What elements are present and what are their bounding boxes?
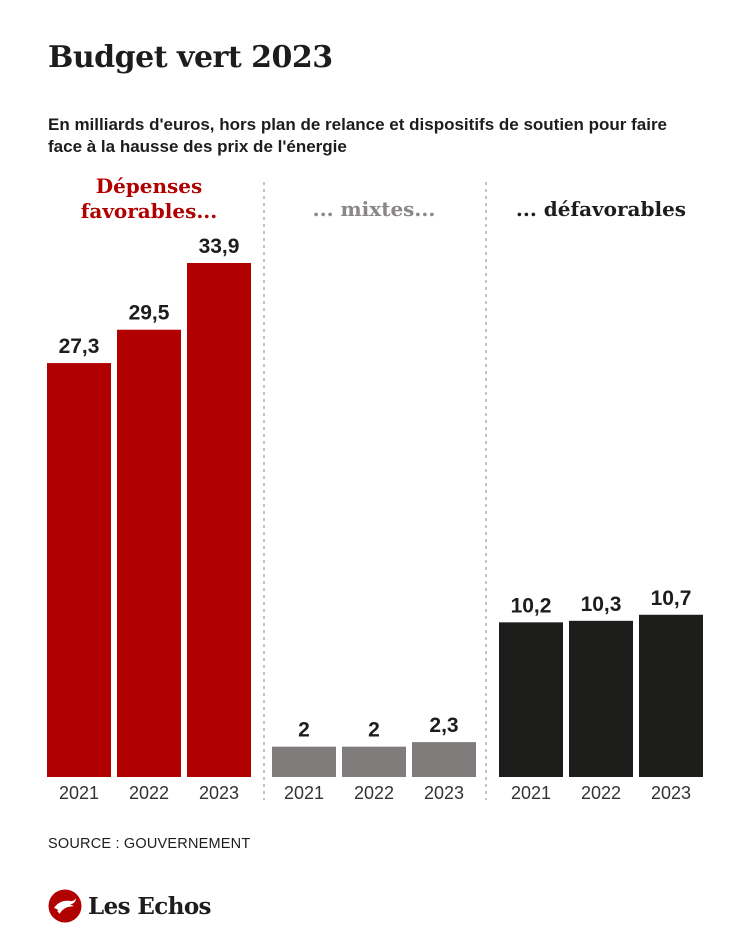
tick-label-favorables-2023: 2023 <box>199 783 239 803</box>
bar-defavorables-2022 <box>569 620 633 777</box>
value-label-defavorables-2022: 10,3 <box>581 593 622 616</box>
group-label-mixtes: ... mixtes... <box>313 197 436 221</box>
group-labels: Dépenses favorables... ... mixtes... ... dé… <box>81 174 686 223</box>
source-note: SOURCE : GOUVERNEMENT <box>48 836 251 852</box>
bar-favorables-2021 <box>47 363 111 777</box>
bar-mixtes-2022 <box>342 746 406 777</box>
bar-favorables-2023 <box>187 263 251 777</box>
brand-logo: Les Echos <box>48 888 212 924</box>
value-label-favorables-2022: 29,5 <box>129 302 170 325</box>
tick-label-favorables-2022: 2022 <box>129 783 169 803</box>
bar-defavorables-2021 <box>499 622 563 777</box>
chart-title: Budget vert 2023 <box>48 40 333 75</box>
bar-mixtes-2023 <box>412 742 476 777</box>
tick-label-mixtes-2022: 2022 <box>354 783 394 803</box>
tick-label-defavorables-2022: 2022 <box>581 783 621 803</box>
tick-label-defavorables-2021: 2021 <box>511 783 551 803</box>
value-labels: 27,3 29,5 33,9 2 2 2,3 10,2 10,3 10,7 <box>59 235 692 742</box>
value-label-mixtes-2023: 2,3 <box>429 714 458 737</box>
tick-label-mixtes-2023: 2023 <box>424 783 464 803</box>
tick-label-defavorables-2023: 2023 <box>651 783 691 803</box>
group-label-defavorables: ... défavorables <box>516 197 686 221</box>
brand-name: Les Echos <box>88 892 212 920</box>
value-label-favorables-2023: 33,9 <box>199 235 240 258</box>
tick-labels: 2021 2022 2023 2021 2022 2023 2021 2022 2023 <box>59 783 691 803</box>
value-label-defavorables-2023: 10,7 <box>651 587 692 610</box>
group-dividers <box>263 182 487 800</box>
value-label-mixtes-2022: 2 <box>368 719 380 742</box>
value-label-defavorables-2021: 10,2 <box>511 594 552 617</box>
tick-label-favorables-2021: 2021 <box>59 783 99 803</box>
value-label-mixtes-2021: 2 <box>298 719 310 742</box>
tick-label-mixtes-2021: 2021 <box>284 783 324 803</box>
bar-chart: Dépenses favorables... ... mixtes... ... dé… <box>47 174 703 803</box>
bar-favorables-2022 <box>117 329 181 777</box>
group-label-favorables: Dépenses favorables... <box>81 174 217 223</box>
les-echos-logo-icon <box>48 889 82 923</box>
value-label-favorables-2021: 27,3 <box>59 335 100 358</box>
bars <box>47 263 703 777</box>
chart-subtitle: En milliards d'euros, hors plan de relan… <box>48 115 668 156</box>
bar-defavorables-2023 <box>639 614 703 777</box>
bar-mixtes-2021 <box>272 746 336 777</box>
